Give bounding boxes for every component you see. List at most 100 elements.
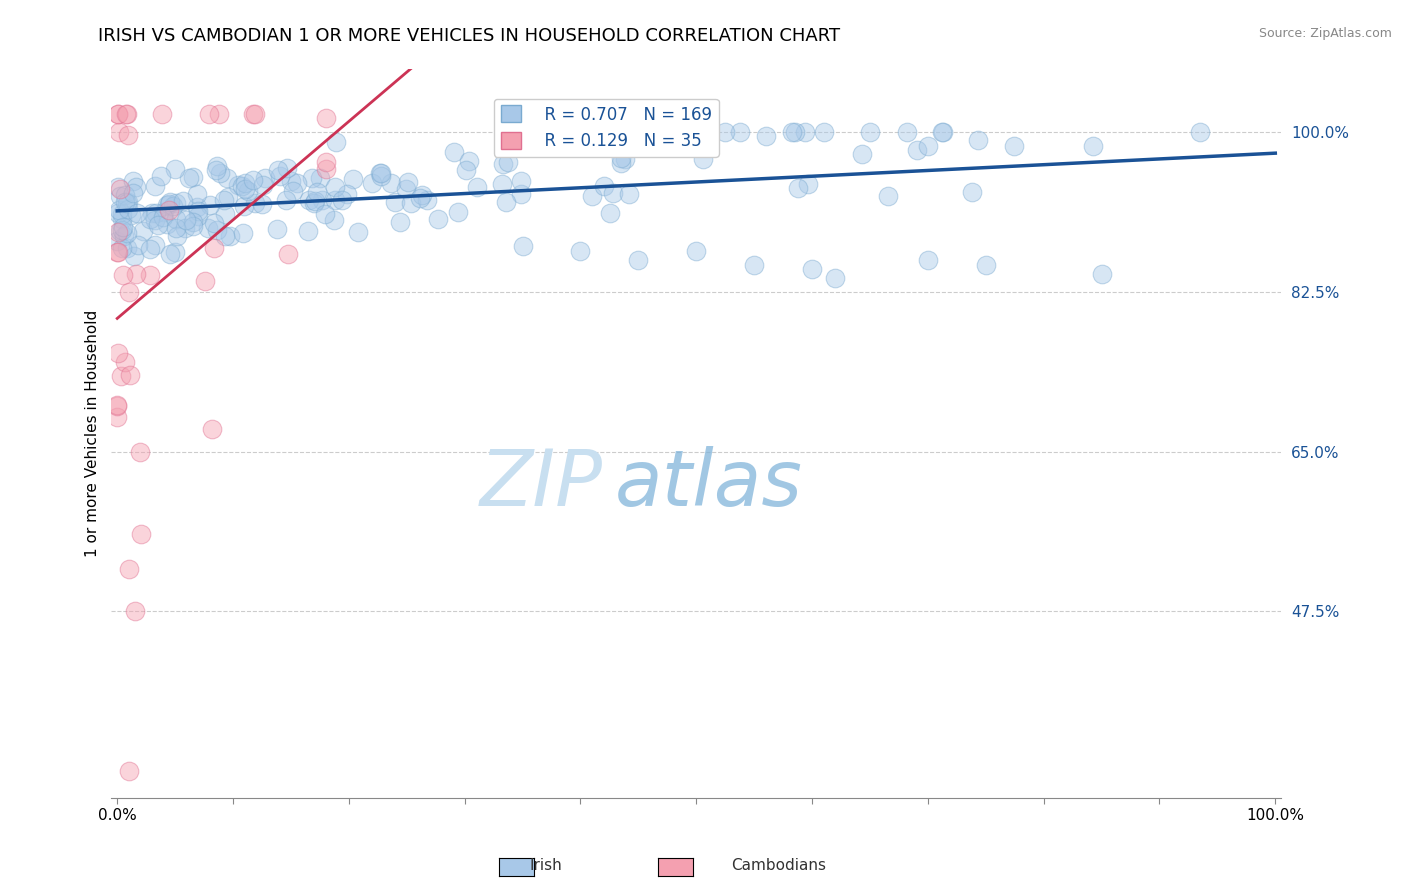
Point: [112, 229, 135, 244]
Point: [233, 199, 256, 213]
Point: [330, 193, 353, 207]
Point: [370, 165, 392, 179]
Point: [297, 224, 319, 238]
Point: [610, 151, 633, 165]
Point: [197, 221, 219, 235]
Point: [124, 249, 146, 263]
Point: [783, 125, 806, 139]
Point: [370, 169, 392, 183]
Point: [242, 172, 264, 186]
Point: [111, 207, 134, 221]
Point: [111, 223, 134, 237]
Point: [172, 194, 194, 208]
Point: [786, 181, 808, 195]
Point: [217, 170, 239, 185]
Point: [298, 193, 321, 207]
Point: [380, 176, 402, 190]
Point: [205, 222, 228, 236]
Point: [139, 268, 162, 282]
Point: [512, 239, 534, 253]
Point: [824, 271, 846, 285]
Point: [236, 184, 259, 198]
Point: [692, 153, 714, 167]
Point: [117, 202, 139, 216]
Point: [201, 422, 224, 436]
Point: [780, 125, 803, 139]
Point: [342, 172, 364, 186]
Point: [127, 237, 149, 252]
Point: [253, 171, 276, 186]
Point: [323, 180, 346, 194]
Point: [233, 176, 256, 190]
Point: [150, 169, 173, 184]
Point: [859, 125, 882, 139]
Point: [181, 219, 204, 233]
Point: [129, 444, 152, 458]
Point: [117, 241, 139, 255]
Point: [187, 209, 209, 223]
Point: [107, 107, 129, 121]
Point: [242, 107, 264, 121]
Point: [447, 205, 470, 219]
Point: [1002, 139, 1025, 153]
Point: [124, 179, 146, 194]
Point: [280, 174, 302, 188]
Point: [287, 176, 309, 190]
Point: [311, 194, 333, 208]
Point: [1090, 267, 1112, 281]
Point: [974, 258, 997, 272]
Point: [509, 174, 531, 188]
Point: [409, 190, 432, 204]
Point: [111, 219, 134, 234]
Point: [917, 253, 939, 268]
Point: [217, 190, 239, 204]
Point: [122, 186, 145, 200]
Point: [813, 125, 835, 139]
Point: [411, 188, 433, 202]
Point: [157, 203, 180, 218]
Point: [186, 187, 208, 202]
Point: [755, 129, 778, 144]
Point: [107, 179, 129, 194]
Point: [267, 163, 290, 178]
Point: [159, 194, 181, 209]
Point: [510, 186, 533, 201]
Point: [314, 207, 336, 221]
Point: [198, 107, 221, 121]
Point: [152, 204, 174, 219]
Point: [245, 196, 267, 211]
Text: atlas: atlas: [614, 446, 803, 523]
Point: [599, 206, 621, 220]
Point: [194, 275, 217, 289]
Point: [652, 134, 675, 148]
Point: [569, 244, 592, 258]
Point: [307, 185, 329, 199]
Point: [150, 107, 173, 121]
Point: [399, 196, 422, 211]
Point: [235, 182, 257, 196]
Point: [117, 195, 139, 210]
Point: [967, 133, 990, 147]
Point: [593, 179, 616, 194]
Point: [204, 163, 226, 178]
Point: [174, 221, 197, 235]
Point: [200, 197, 222, 211]
Point: [162, 199, 184, 213]
Point: [395, 181, 418, 195]
Point: [226, 178, 249, 192]
Point: [152, 210, 174, 224]
Point: [139, 242, 162, 256]
Point: [801, 262, 824, 277]
Point: [360, 176, 382, 190]
Point: [315, 155, 337, 169]
Point: [107, 225, 129, 239]
Point: [1188, 125, 1211, 139]
Point: [114, 187, 136, 202]
Point: [347, 226, 370, 240]
Point: [266, 222, 288, 236]
Point: [143, 179, 166, 194]
Point: [269, 169, 291, 184]
Point: [165, 162, 187, 177]
Point: [252, 178, 274, 192]
Point: [714, 125, 737, 139]
